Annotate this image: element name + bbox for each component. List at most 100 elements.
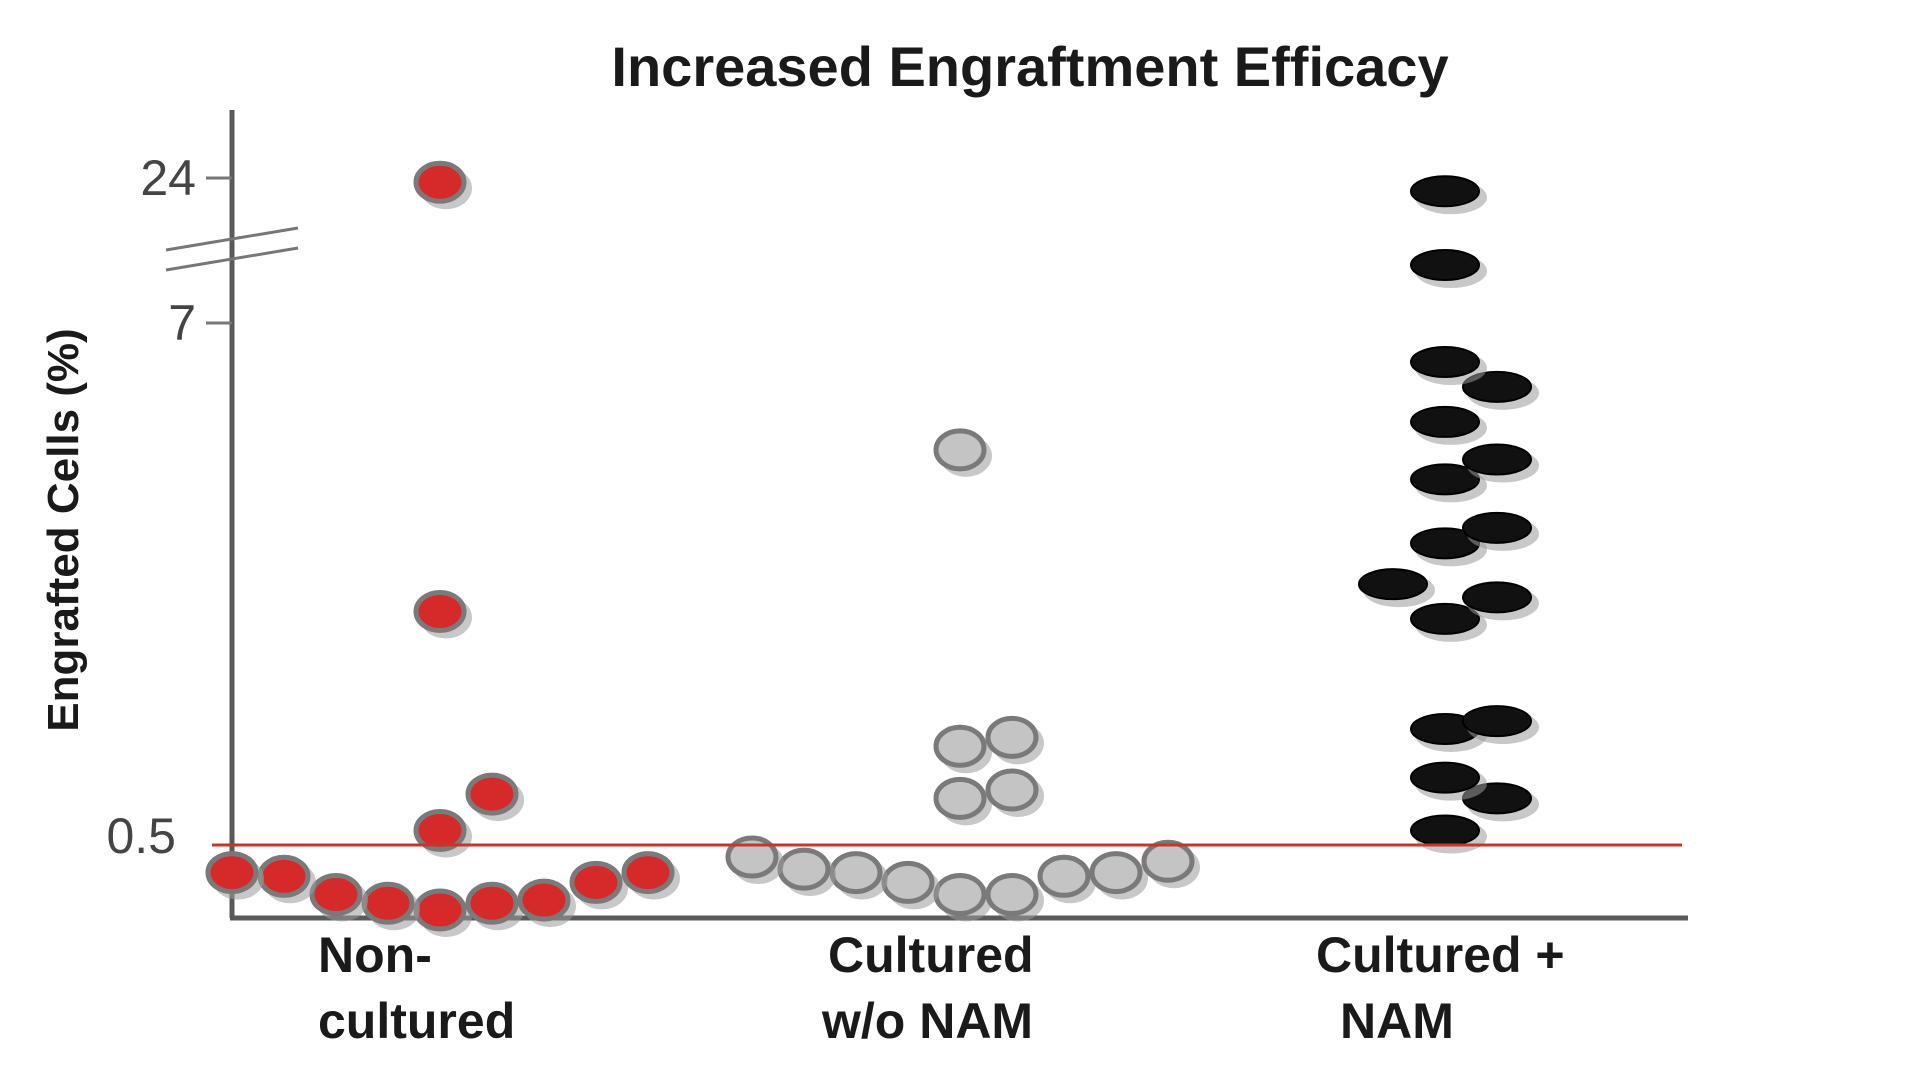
y-tick-labels: 24 7 0.5 [106, 150, 196, 864]
data-point [413, 589, 472, 639]
data-point-marker [413, 160, 467, 204]
data-point-marker [1410, 249, 1480, 281]
data-point [361, 881, 420, 931]
data-point [1410, 527, 1487, 567]
data-point-marker [933, 776, 987, 820]
x-tick-label-cultured-wo-nam-line2: w/o NAM [821, 993, 1033, 1049]
data-point-marker [621, 851, 675, 895]
data-point-marker [1462, 705, 1532, 738]
data-point-marker [465, 881, 519, 925]
data-point-marker [933, 872, 987, 916]
data-point [1037, 854, 1096, 904]
data-point [1410, 405, 1487, 445]
data-point [933, 872, 992, 922]
data-point [985, 872, 1044, 922]
data-point [1141, 839, 1200, 889]
x-tick-label-cultured-wo-nam-line1: Cultured [828, 927, 1034, 983]
data-point [621, 851, 680, 900]
data-point [829, 851, 888, 900]
data-point [1410, 761, 1487, 801]
data-point-marker [777, 847, 831, 891]
data-point-marker [413, 888, 467, 932]
data-point-marker [1410, 761, 1480, 794]
data-point [413, 809, 472, 858]
data-point-marker [985, 872, 1039, 916]
data-point [465, 881, 524, 931]
data-point [205, 851, 264, 900]
data-point [1358, 568, 1435, 608]
data-point [1410, 249, 1487, 288]
data-point [985, 715, 1044, 765]
data-point-marker [1358, 568, 1428, 601]
data-point [933, 724, 992, 774]
data-point [1410, 602, 1487, 642]
data-point [1410, 814, 1487, 854]
data-point [777, 847, 836, 897]
data-point-marker [1462, 511, 1532, 544]
y-tick-label-24: 24 [140, 150, 196, 206]
data-point [933, 428, 992, 477]
data-point-marker [881, 860, 935, 904]
y-tick-label-7: 7 [168, 295, 196, 351]
axis-break-mark [165, 226, 299, 252]
data-point-marker [1462, 581, 1532, 614]
x-tick-label-cultured-nam-line1: Cultured + [1316, 927, 1565, 983]
x-tick-label-non-cultured-line1: Non- [318, 927, 432, 983]
data-point-marker [829, 851, 883, 895]
data-point-marker [1410, 602, 1480, 635]
data-point [1410, 175, 1487, 215]
data-point [569, 860, 628, 910]
data-point [1089, 851, 1148, 900]
data-point-marker [309, 872, 363, 916]
data-point [413, 888, 472, 937]
data-point-marker [1141, 839, 1195, 883]
data-point-marker [413, 809, 467, 853]
data-point-marker [361, 881, 415, 925]
chart-title: Increased Engraftment Efficacy [611, 35, 1448, 98]
data-point [933, 776, 992, 826]
data-points [205, 160, 1539, 937]
data-point-marker [517, 878, 571, 922]
data-point [517, 878, 576, 928]
data-point-marker [725, 835, 779, 879]
x-tick-label-cultured-nam-line2: NAM [1340, 993, 1454, 1049]
data-point-marker [1037, 854, 1091, 898]
data-point-marker [1462, 370, 1532, 403]
data-point-marker [933, 724, 987, 768]
data-point-marker [1410, 175, 1480, 208]
data-point-marker [1410, 345, 1480, 378]
data-point-marker [985, 715, 1039, 759]
y-tick-label-0-5: 0.5 [106, 808, 176, 864]
data-point [413, 160, 472, 210]
data-point [985, 768, 1044, 817]
data-point [1462, 581, 1539, 621]
data-point-marker [1089, 851, 1143, 895]
data-point-marker [933, 428, 987, 472]
data-point-marker [1410, 405, 1480, 438]
data-point [1410, 345, 1487, 385]
data-point [1462, 511, 1539, 551]
x-tick-label-non-cultured-line2: cultured [318, 993, 515, 1049]
data-point [725, 835, 784, 885]
y-axis-label: Engrafted Cells (%) [39, 328, 88, 731]
data-point [257, 854, 316, 904]
data-point-marker [1410, 814, 1480, 847]
data-point [1462, 705, 1539, 745]
axis-break-mark [165, 246, 299, 272]
data-point [881, 860, 940, 910]
data-point-marker [569, 860, 623, 904]
data-point [1462, 443, 1539, 483]
data-point-marker [985, 768, 1039, 812]
data-point-marker [1410, 463, 1480, 496]
x-tick-labels: Non- cultured Cultured w/o NAM Cultured … [318, 927, 1565, 1049]
data-point-marker [465, 772, 519, 816]
data-point-marker [205, 851, 259, 895]
data-point-marker [413, 589, 467, 633]
data-point-marker [1462, 443, 1532, 476]
data-point [1410, 463, 1487, 503]
data-point-marker [257, 854, 311, 898]
data-point [309, 872, 368, 922]
data-point [465, 772, 524, 822]
data-point [1462, 370, 1539, 410]
